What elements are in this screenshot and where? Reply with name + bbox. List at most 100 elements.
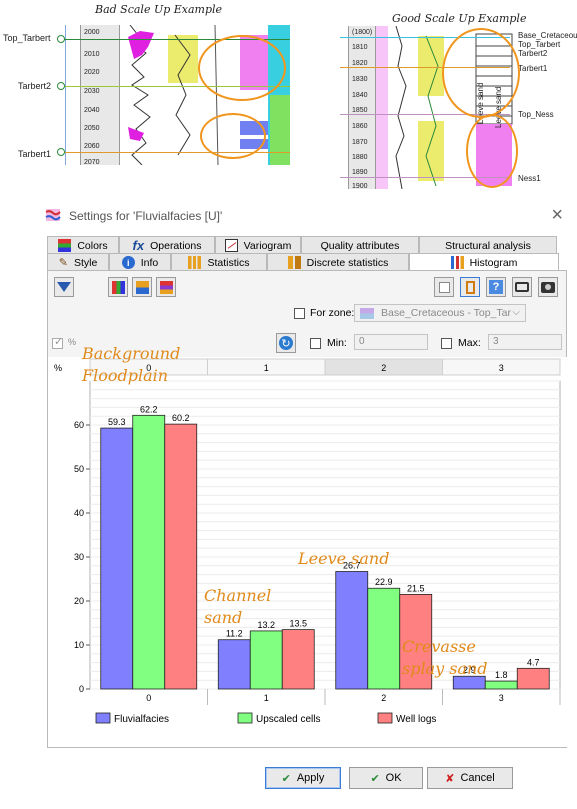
cancel-label: Cancel: [460, 772, 495, 784]
bar-value-label: 62.2: [140, 404, 158, 414]
tab-operations[interactable]: fx Operations: [119, 236, 215, 254]
min-checkbox[interactable]: [310, 338, 321, 349]
tab-histogram[interactable]: Histogram: [409, 253, 559, 271]
tab-statistics[interactable]: Statistics: [171, 253, 267, 271]
marker-node-tarbert1: [57, 148, 65, 156]
for-zone-checkbox[interactable]: [294, 308, 305, 319]
percent-checkbox[interactable]: ✓: [52, 336, 63, 349]
good-depth-1880: 1880: [352, 154, 368, 161]
variogram-icon: [224, 239, 238, 252]
palette-icon: [135, 280, 149, 294]
zone-select-value: Base_Cretaceous - Top_Tar: [381, 307, 511, 319]
ok-button[interactable]: ✔ OK: [349, 767, 423, 789]
bar-value-label: 11.2: [226, 629, 243, 639]
good-example-caption: Good Scale Up Example: [392, 12, 527, 25]
bar: [217, 639, 251, 690]
y-tick-label: 0: [79, 684, 84, 694]
legend-icon: [159, 280, 173, 294]
tab-style-label: Style: [73, 256, 98, 269]
legend-label: Well logs: [396, 714, 436, 725]
refresh-button[interactable]: ↻: [276, 333, 296, 353]
check-icon: ✔: [370, 772, 380, 785]
bad-depth-2070: 2070: [84, 159, 100, 165]
y-tick-label: 40: [74, 508, 84, 518]
max-input[interactable]: 3: [488, 334, 562, 350]
tabs-row-2: ✎ Style i Info Statistics Discrete stati…: [47, 253, 559, 271]
good-line-tarbert1: [340, 67, 510, 68]
tab-colors[interactable]: Colors: [47, 236, 119, 254]
ok-label: OK: [385, 772, 402, 784]
cancel-button[interactable]: ✘ Cancel: [427, 767, 513, 789]
annotation-leeve-sand: Leeve sand: [298, 549, 390, 568]
good-line-ness: [340, 114, 510, 115]
max-checkbox[interactable]: [441, 338, 452, 349]
good-depth-1840: 1840: [352, 92, 368, 99]
good-depth-1800: (1800): [352, 29, 373, 36]
help-icon: ?: [489, 280, 503, 294]
good-oval-lower: [466, 114, 518, 188]
bad-marker-axis: [65, 25, 66, 165]
bar-value-label: 13.2: [257, 620, 275, 630]
good-depth-1890: 1890: [352, 169, 368, 176]
check-icon: ✔: [281, 772, 291, 785]
tab-variogram-label: Variogram: [243, 239, 292, 252]
tab-info[interactable]: i Info: [109, 253, 171, 271]
color-table-button[interactable]: [108, 277, 128, 297]
chevron-down-icon: ⌵: [512, 307, 520, 318]
min-input[interactable]: 0: [354, 334, 428, 350]
cancel-icon: ✘: [445, 772, 455, 785]
zone-select[interactable]: Base_Cretaceous - Top_Tar ⌵: [354, 304, 526, 322]
tab-structural-analysis[interactable]: Structural analysis: [419, 236, 557, 254]
good-marker-top-tarbert: Top_Tarbert: [518, 40, 561, 49]
percent-label: %: [68, 337, 77, 347]
filter-button[interactable]: [54, 277, 74, 297]
apply-label: Apply: [296, 772, 325, 784]
tab-quality-attributes[interactable]: Quality attributes: [301, 236, 419, 254]
legend-label: Upscaled cells: [256, 714, 320, 725]
print-button[interactable]: [512, 277, 532, 297]
good-marker-ness1: Ness1: [518, 174, 541, 183]
legend-swatch: [377, 712, 393, 724]
category-header-label: 1: [264, 363, 269, 373]
marker-node-top-tarbert: [57, 35, 65, 43]
statistics-icon: [188, 256, 202, 269]
bar-value-label: 4.7: [527, 657, 540, 667]
close-icon[interactable]: ×: [551, 204, 563, 226]
good-depth-1830: 1830: [352, 76, 368, 83]
bar: [335, 571, 369, 690]
y-tick-label: 10: [74, 640, 84, 650]
bad-depth-2000: 2000: [84, 29, 100, 36]
bar-value-label: 1.8: [495, 670, 508, 680]
tab-variogram[interactable]: Variogram: [215, 236, 301, 254]
bad-depth-2040: 2040: [84, 107, 100, 114]
color-grid-icon: [111, 280, 125, 294]
copy-button[interactable]: [434, 277, 454, 297]
good-depth-1870: 1870: [352, 139, 368, 146]
info-icon: i: [121, 256, 135, 269]
good-depth-1900: 1900: [352, 183, 368, 189]
bar: [367, 587, 401, 690]
y-tick-label: 50: [74, 464, 84, 474]
histogram-panel: ? For zone: Base_Cretaceous - Top_Tar ⌵ …: [47, 270, 568, 748]
category-header-label: 0: [146, 363, 151, 373]
tab-style[interactable]: ✎ Style: [47, 253, 109, 271]
help-button[interactable]: ?: [486, 277, 506, 297]
bad-oval-upper: [198, 35, 286, 101]
good-marker-tarbert2: Tarbert2: [518, 49, 548, 58]
discrete-statistics-icon: [287, 256, 301, 269]
window-button[interactable]: [460, 277, 480, 297]
tab-discrete-statistics[interactable]: Discrete statistics: [267, 253, 409, 271]
tab-info-label: Info: [140, 256, 159, 269]
good-depth-1850: 1850: [352, 107, 368, 114]
good-marker-top-ness: Top_Ness: [518, 110, 554, 119]
annotation-channel-sand: Channel sand: [204, 586, 272, 627]
color-palette-button[interactable]: [132, 277, 152, 297]
legend-button[interactable]: [156, 277, 176, 297]
good-line-ness1: [340, 177, 510, 178]
apply-button[interactable]: ✔ Apply: [265, 767, 341, 789]
good-oval-upper: [442, 28, 520, 118]
camera-button[interactable]: [538, 277, 558, 297]
histogram-chart: % 0 10 20 30 40 50 60 0 1 2 3 59.3 62.2 60.2 0 11.2 13.2 1…: [48, 357, 568, 747]
bad-depth-2020: 2020: [84, 69, 100, 76]
bar-value-label: 21.5: [407, 583, 425, 593]
